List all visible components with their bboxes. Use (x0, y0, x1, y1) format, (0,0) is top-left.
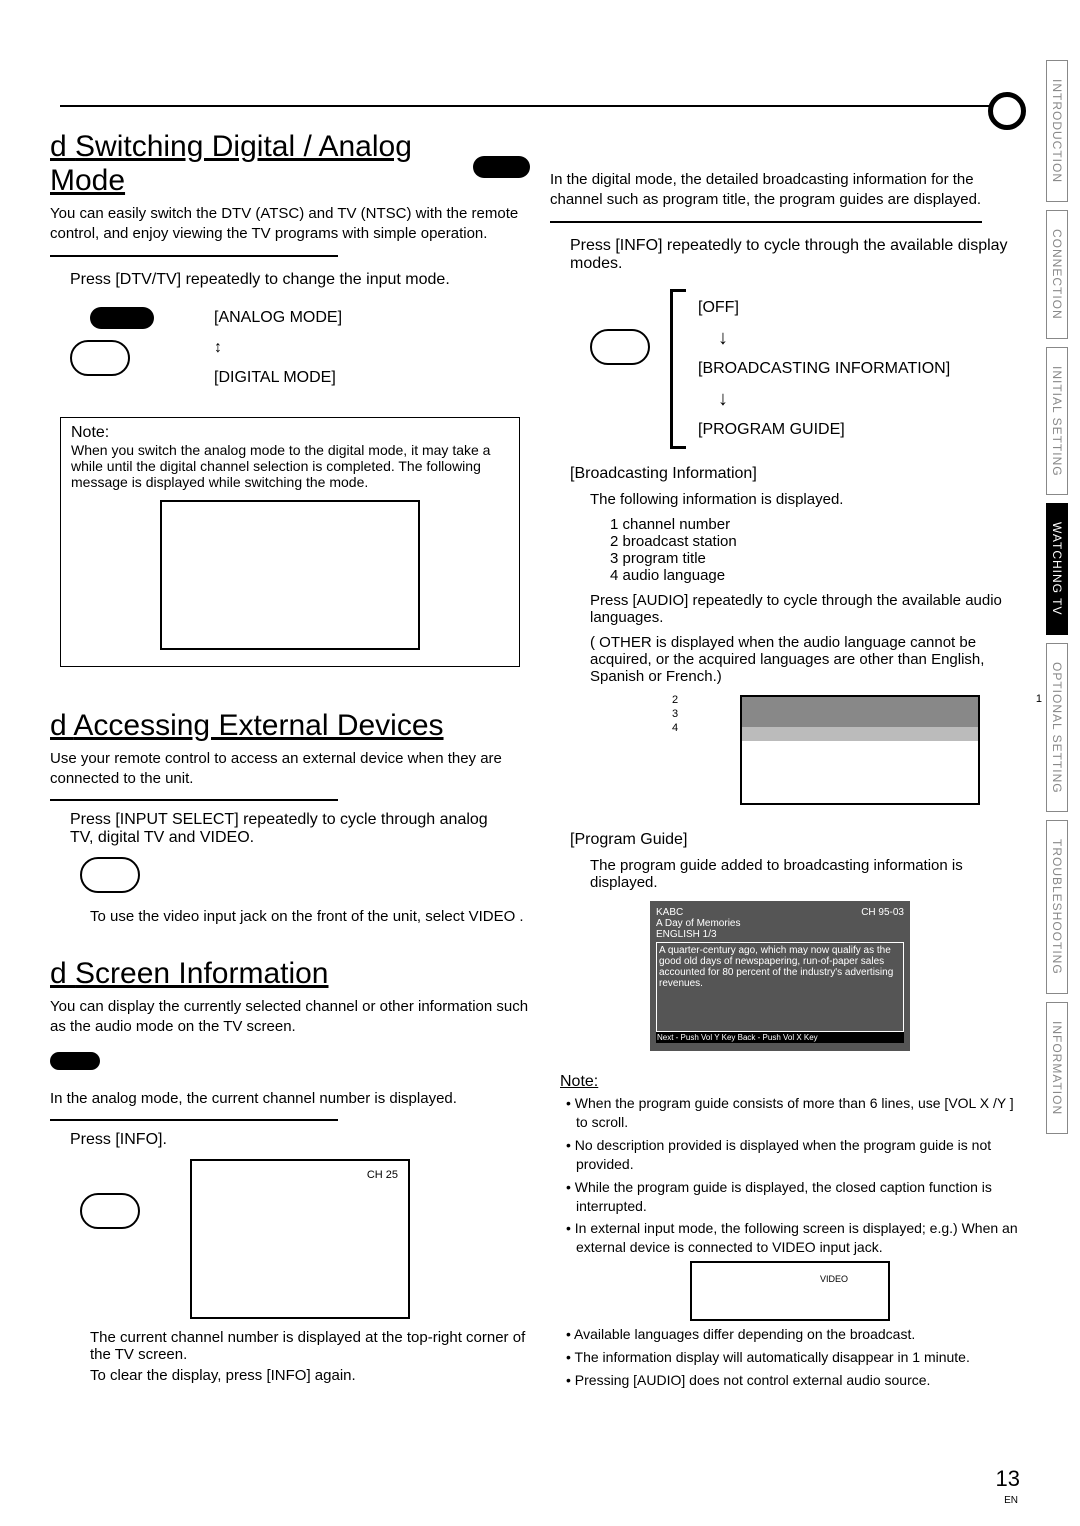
section-accessing: Accessing External Devices Use your remo… (50, 709, 530, 930)
pg-line: The program guide added to broadcasting … (590, 857, 1030, 891)
cycle-off: [OFF] (698, 299, 950, 317)
guide-title: A Day of Memories (656, 918, 904, 929)
rule (50, 1119, 338, 1121)
note-body: When you switch the analog mode to the d… (71, 442, 509, 490)
step-press-info: Press [INFO]. (70, 1131, 510, 1149)
step-input-select: Press [INPUT SELECT] repeatedly to cycle… (70, 811, 510, 847)
bi-heading: [Broadcasting Information] (570, 465, 1010, 483)
left-column: Switching Digital / Analog Mode You can … (50, 130, 530, 1408)
section-title-switching: Switching Digital / Analog Mode (50, 130, 443, 198)
note-item: When the program guide consists of more … (576, 1094, 1020, 1132)
section-title-screen-info: Screen Information (50, 957, 530, 991)
note-item: While the program guide is displayed, th… (576, 1178, 1020, 1216)
bi-line: The following information is displayed. (590, 491, 1030, 508)
program-guide-screen: KABC CH 95-03 A Day of Memories ENGLISH … (650, 901, 910, 1051)
switching-intro: You can easily switch the DTV (ATSC) and… (50, 204, 530, 245)
bi-item: 4 audio language (610, 567, 1030, 584)
message-box-placeholder (160, 500, 420, 650)
note-title: Note: (71, 424, 509, 442)
bi-audio: Press [AUDIO] repeatedly to cycle throug… (590, 592, 1030, 626)
updown-arrow-icon: ↕ (214, 339, 230, 357)
remote-button-icon (590, 329, 650, 365)
section-title-accessing: Accessing External Devices (50, 709, 530, 743)
cycle-broadcasting: [BROADCASTING INFORMATION] (698, 360, 950, 378)
nav-initial-setting[interactable]: INITIAL SETTING (1046, 347, 1068, 496)
right-note-block: Note: When the program guide consists of… (560, 1071, 1020, 1394)
note-item: Available languages differ depending on … (576, 1325, 1020, 1344)
video-input-screen: VIDEO (690, 1261, 890, 1321)
note-item: No description provided is displayed whe… (576, 1136, 1020, 1174)
page-number: 13 (996, 1466, 1020, 1492)
mode-list: [ANALOG MODE] ↕ [DIGITAL MODE] (214, 303, 342, 393)
bi-item: 1 channel number (610, 516, 1030, 533)
guide-lang: ENGLISH 1/3 (656, 929, 904, 940)
bracket-icon (670, 289, 686, 449)
mode-indicator-icon (50, 1052, 100, 1070)
cycle-program-guide: [PROGRAM GUIDE] (698, 421, 950, 439)
channel-label: CH 25 (367, 1169, 398, 1181)
guide-station: KABC (656, 907, 683, 918)
nav-watching-tv[interactable]: WATCHING TV (1046, 503, 1068, 634)
dtv-tv-button-graphic (70, 303, 174, 381)
header-rule (60, 105, 1010, 107)
pg-heading: [Program Guide] (570, 831, 1010, 849)
note-item: Pressing [AUDIO] does not control extern… (576, 1371, 1020, 1390)
arrow-down-icon: ↓ (718, 388, 950, 411)
digital-mode-label: [DIGITAL MODE] (214, 369, 342, 387)
remote-button-icon (70, 340, 130, 376)
bi-list: 1 channel number 2 broadcast station 3 p… (590, 516, 1030, 584)
note-item: In external input mode, the following sc… (576, 1219, 1020, 1257)
section-screen-info: Screen Information You can display the c… (50, 957, 530, 1388)
guide-footer: Next - Push Vol Y Key Back - Push Vol X … (656, 1032, 904, 1043)
analog-mode-line: In the analog mode, the current channel … (50, 1089, 530, 1109)
digital-intro: In the digital mode, the detailed broadc… (550, 170, 1030, 211)
side-nav: INTRODUCTION CONNECTION INITIAL SETTING … (1046, 60, 1068, 1134)
marker-labels: 2 3 4 (672, 693, 678, 735)
mode-pill-icon (473, 156, 530, 178)
guide-channel: CH 95-03 (861, 907, 904, 918)
note-title: Note: (560, 1071, 1020, 1093)
remote-button-icon (80, 1193, 140, 1229)
nav-optional-setting[interactable]: OPTIONAL SETTING (1046, 643, 1068, 813)
nav-introduction[interactable]: INTRODUCTION (1046, 60, 1068, 202)
note-item: The information display will automatical… (576, 1348, 1020, 1367)
nav-information[interactable]: INFORMATION (1046, 1002, 1068, 1134)
nav-troubleshooting[interactable]: TROUBLESHOOTING (1046, 820, 1068, 994)
page-lang: EN (1004, 1495, 1018, 1506)
page: INTRODUCTION CONNECTION INITIAL SETTING … (0, 0, 1080, 1526)
step-dtv-tv: Press [DTV/TV] repeatedly to change the … (70, 271, 510, 289)
remote-button-icon (80, 857, 140, 893)
bi-item: 3 program title (610, 550, 1030, 567)
tv-screen-analog: CH 25 (190, 1159, 410, 1319)
screen-info-foot2: To clear the display, press [INFO] again… (90, 1367, 530, 1384)
broadcast-info-screen (740, 695, 980, 805)
right-column: In the digital mode, the detailed broadc… (550, 130, 1030, 1408)
accessing-intro: Use your remote control to access an ext… (50, 749, 530, 790)
rule (50, 799, 338, 801)
bi-other: ( OTHER is displayed when the audio lang… (590, 634, 1030, 685)
bi-item: 2 broadcast station (610, 533, 1030, 550)
nav-connection[interactable]: CONNECTION (1046, 210, 1068, 339)
arrow-down-icon: ↓ (718, 327, 950, 350)
marker-1: 1 (1036, 693, 1042, 705)
screen-info-intro: You can display the currently selected c… (50, 997, 530, 1038)
rule (50, 255, 338, 257)
cycle-diagram: [OFF] ↓ [BROADCASTING INFORMATION] ↓ [PR… (590, 289, 990, 449)
screen-info-foot1: The current channel number is displayed … (90, 1329, 530, 1363)
guide-body: A quarter-century ago, which may now qua… (656, 942, 904, 1032)
video-label: VIDEO (820, 1273, 848, 1285)
video-hint: To use the video input jack on the front… (90, 908, 530, 925)
rule (550, 221, 982, 223)
switching-note: Note: When you switch the analog mode to… (60, 417, 520, 667)
analog-mode-label: [ANALOG MODE] (214, 309, 342, 327)
step-info-cycle: Press [INFO] repeatedly to cycle through… (570, 237, 1010, 273)
content-grid: Switching Digital / Analog Mode You can … (50, 130, 1030, 1408)
